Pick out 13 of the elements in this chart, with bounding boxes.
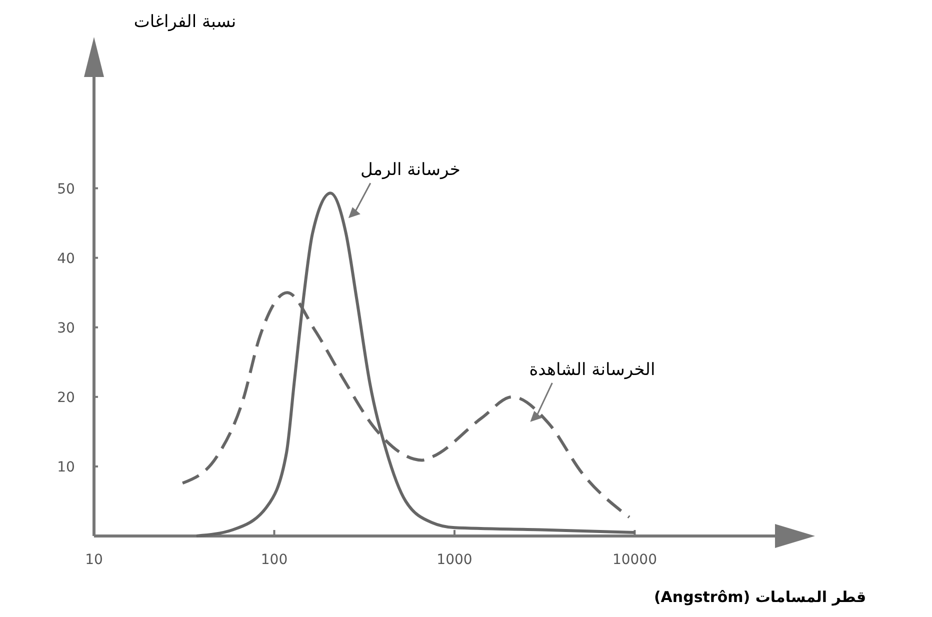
x-tick-label: 1000 xyxy=(436,552,472,568)
y-tick-label: 10 xyxy=(57,459,75,476)
series-label: خرسانة الرمل xyxy=(360,160,460,180)
x-tick-label: 10000 xyxy=(612,552,658,568)
y-axis-title: نسبة الفراغات xyxy=(134,12,236,32)
y-tick-label: 40 xyxy=(57,250,75,267)
y-tick-label: 20 xyxy=(57,390,75,406)
x-axis-title: قطر المسامات (Angstrôm) xyxy=(654,588,866,606)
x-tick-label: 10 xyxy=(85,552,103,568)
y-tick-label: 30 xyxy=(57,320,75,336)
series-label: الخرسانة الشاهدة xyxy=(529,360,656,380)
x-tick-label: 100 xyxy=(260,552,288,568)
y-tick-label: 50 xyxy=(57,181,75,198)
